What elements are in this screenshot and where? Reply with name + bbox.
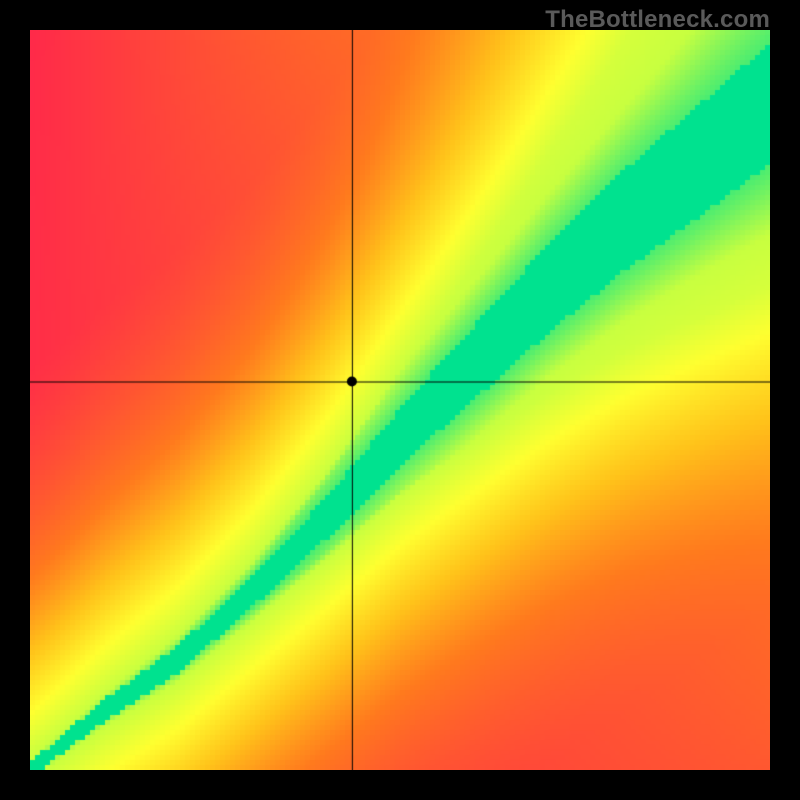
bottleneck-heatmap bbox=[30, 30, 770, 770]
watermark-text: TheBottleneck.com bbox=[545, 6, 770, 34]
chart-container: { "watermark": { "text": "TheBottleneck.… bbox=[0, 0, 800, 800]
